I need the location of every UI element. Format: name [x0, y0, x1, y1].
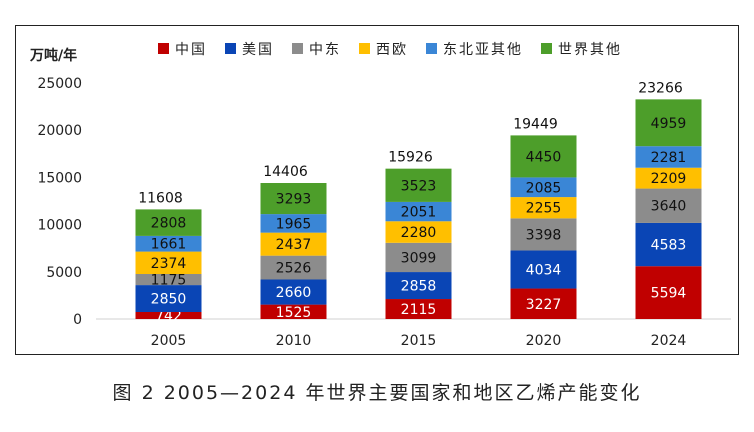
legend-swatch-中国 [158, 43, 169, 54]
chart-frame: 万吨/年 中国 美国 中东 西欧 东北亚其他 世界其他 0 5000 10000 15000 20… [15, 25, 739, 355]
y-axis-ticks: 0 5000 10000 15000 20000 25000 [37, 76, 82, 328]
y-tick-20000: 20000 [37, 123, 82, 139]
legend-label-世界其他: 世界其他 [558, 42, 622, 58]
data-label-2015-东北亚其他: 2051 [401, 205, 437, 221]
y-axis-label: 万吨/年 [29, 47, 77, 64]
data-label-2015-西欧: 2280 [401, 225, 437, 241]
legend-label-中东: 中东 [309, 42, 341, 58]
bar-segment-2024-中国 [635, 266, 702, 319]
bar-segment-2010-中国 [260, 304, 327, 319]
data-label-2005-中东: 1175 [151, 273, 187, 289]
legend-swatch-世界其他 [541, 43, 552, 54]
data-label-2010-中国: 1525 [276, 305, 312, 321]
data-label-2024-世界其他: 4959 [651, 116, 687, 132]
data-label-2015-美国: 2858 [401, 279, 437, 295]
legend-label-西欧: 西欧 [376, 42, 408, 58]
y-tick-5000: 5000 [46, 265, 82, 281]
x-tick-2015: 2015 [401, 333, 437, 349]
bar-segment-2015-中东 [385, 242, 452, 273]
bar-segment-2020-中国 [510, 288, 577, 319]
data-label-2020-中国: 3227 [526, 297, 562, 313]
bar-segment-2010-西欧 [260, 232, 327, 256]
data-label-2005-西欧: 2374 [151, 256, 187, 272]
x-axis-ticks: 2005 2010 2015 2020 2024 [151, 333, 687, 349]
legend-swatch-美国 [225, 43, 236, 54]
data-label-2020-中东: 3398 [526, 227, 562, 243]
y-tick-15000: 15000 [37, 170, 82, 186]
bar-segment-2005-中东 [135, 273, 202, 286]
bar-segment-2005-中国 [135, 311, 202, 319]
y-tick-25000: 25000 [37, 76, 82, 92]
total-label-2015: 15926 [388, 150, 433, 166]
total-label-2010: 14406 [263, 164, 308, 180]
data-label-2005-美国: 2850 [151, 292, 187, 308]
data-label-2024-东北亚其他: 2281 [651, 150, 687, 166]
figure-caption: 图 2 2005—2024 年世界主要国家和地区乙烯产能变化 [112, 382, 642, 404]
data-label-2010-中东: 2526 [276, 261, 312, 277]
data-label-2020-东北亚其他: 2085 [526, 180, 562, 196]
bar-segment-2015-西欧 [385, 221, 452, 243]
x-tick-2005: 2005 [151, 333, 187, 349]
legend-label-美国: 美国 [242, 42, 274, 58]
x-tick-2020: 2020 [526, 333, 562, 349]
data-label-2020-美国: 4034 [526, 262, 562, 278]
y-tick-10000: 10000 [37, 218, 82, 234]
data-label-2010-西欧: 2437 [276, 237, 312, 253]
bar-segment-2024-美国 [635, 222, 702, 267]
bar-segment-2015-世界其他 [385, 168, 452, 202]
data-label-2010-东北亚其他: 1965 [276, 216, 312, 232]
legend-swatch-西欧 [359, 43, 370, 54]
data-label-2005-中国: 742 [155, 308, 182, 324]
stacked-bar-chart: 万吨/年 中国 美国 中东 西欧 东北亚其他 世界其他 0 5000 10000 15000 20… [29, 42, 731, 349]
bar-segment-2015-东北亚其他 [385, 201, 452, 222]
bar-segment-2020-世界其他 [510, 135, 577, 178]
data-label-2024-美国: 4583 [651, 238, 687, 254]
data-label-2015-中东: 3099 [401, 250, 437, 266]
bar-segment-2015-美国 [385, 272, 452, 300]
total-label-2020: 19449 [513, 116, 558, 132]
bar-segment-2005-世界其他 [135, 209, 202, 236]
x-tick-2024: 2024 [651, 333, 687, 349]
legend: 中国 美国 中东 西欧 东北亚其他 世界其他 [158, 42, 622, 58]
bar-segment-2010-世界其他 [260, 183, 327, 215]
data-label-2024-中东: 3640 [651, 199, 687, 215]
bar-segment-2020-东北亚其他 [510, 177, 577, 198]
data-label-2015-中国: 2115 [401, 302, 437, 318]
total-labels: 11608 14406 15926 19449 23266 [138, 80, 683, 206]
bar-segment-2010-中东 [260, 255, 327, 280]
bar-segment-2024-东北亚其他 [635, 146, 702, 168]
data-label-2010-世界其他: 3293 [276, 192, 312, 208]
data-label-2005-世界其他: 2808 [151, 216, 187, 232]
legend-swatch-中东 [292, 43, 303, 54]
legend-label-东北亚其他: 东北亚其他 [443, 42, 523, 58]
data-label-2005-东北亚其他: 1661 [151, 237, 187, 253]
bar-segment-2005-东北亚其他 [135, 235, 202, 252]
bar-segment-2024-西欧 [635, 167, 702, 189]
x-tick-2010: 2010 [276, 333, 312, 349]
bar-segment-2024-世界其他 [635, 99, 702, 147]
bar-segment-2005-西欧 [135, 251, 202, 274]
data-label-2024-西欧: 2209 [651, 171, 687, 187]
bar-segment-2024-中东 [635, 188, 702, 223]
bar-segment-2005-美国 [135, 285, 202, 312]
total-label-2005: 11608 [138, 190, 183, 206]
bar-segment-2010-东北亚其他 [260, 214, 327, 233]
data-label-2010-美国: 2660 [276, 285, 312, 301]
data-label-2015-世界其他: 3523 [401, 178, 437, 194]
data-label-2024-中国: 5594 [651, 286, 687, 302]
bar-segment-2010-美国 [260, 279, 327, 305]
legend-label-中国: 中国 [175, 42, 207, 58]
data-label-2020-世界其他: 4450 [526, 149, 562, 165]
data-label-2020-西欧: 2255 [526, 201, 562, 217]
bar-segment-2020-美国 [510, 250, 577, 289]
bar-segment-2020-西欧 [510, 197, 577, 219]
legend-swatch-东北亚其他 [426, 43, 437, 54]
y-tick-0: 0 [73, 312, 82, 328]
bar-segment-2020-中东 [510, 218, 577, 251]
bar-segment-2015-中国 [385, 299, 452, 319]
total-label-2024: 23266 [638, 80, 683, 96]
